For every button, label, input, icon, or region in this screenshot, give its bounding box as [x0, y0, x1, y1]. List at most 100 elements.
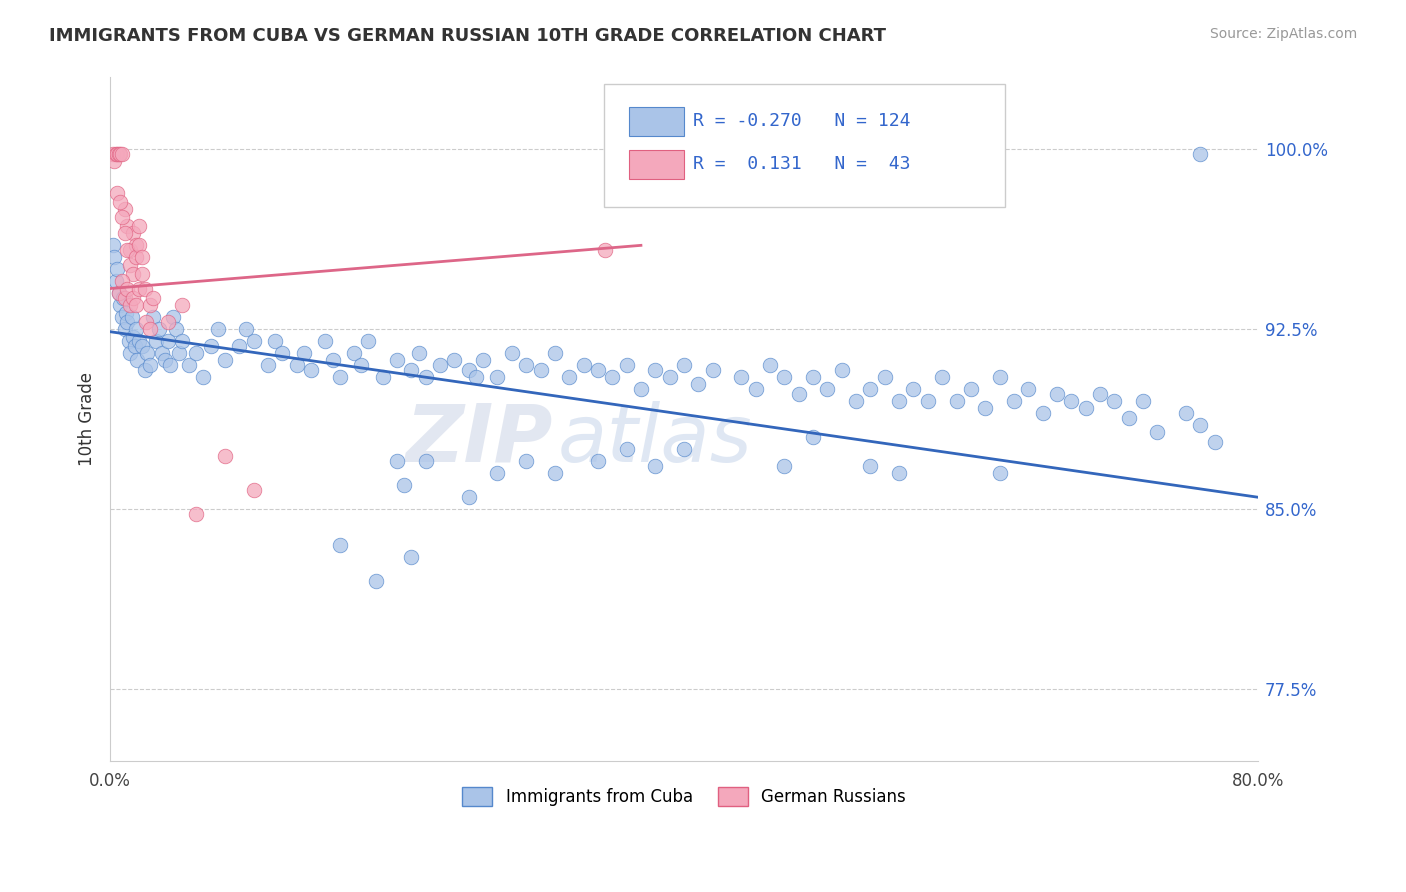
Point [329, 538, 352, 552]
Point [107, 147, 129, 161]
Point [165, 322, 187, 336]
Point [292, 346, 315, 360]
Point [170, 298, 193, 312]
Point [104, 274, 127, 288]
Point [1118, 411, 1140, 425]
Point [544, 467, 567, 481]
Point [264, 334, 287, 349]
Point [465, 370, 488, 384]
Point [357, 334, 380, 349]
Point [394, 478, 416, 492]
Point [193, 370, 215, 384]
Text: IMMIGRANTS FROM CUBA VS GERMAN RUSSIAN 10TH GRADE CORRELATION CHART: IMMIGRANTS FROM CUBA VS GERMAN RUSSIAN 1… [49, 27, 886, 45]
Point [457, 363, 479, 377]
Point [153, 353, 176, 368]
Point [558, 370, 581, 384]
Point [257, 359, 280, 373]
Point [486, 370, 509, 384]
Point [105, 262, 128, 277]
Point [135, 315, 157, 329]
Point [120, 243, 142, 257]
Point [105, 147, 128, 161]
Point [859, 458, 882, 473]
Point [120, 298, 142, 312]
Point [127, 353, 149, 368]
Point [125, 238, 148, 252]
Point [103, 154, 125, 169]
Point [118, 334, 141, 349]
Point [162, 310, 184, 325]
Point [1189, 418, 1212, 433]
Point [299, 363, 322, 377]
Point [486, 467, 509, 481]
Point [139, 322, 162, 336]
Point [112, 291, 135, 305]
Point [131, 251, 153, 265]
Point [200, 339, 222, 353]
Point [859, 382, 882, 396]
Point [873, 370, 896, 384]
Point [117, 315, 139, 329]
Point [139, 298, 162, 312]
Point [385, 454, 408, 468]
Point [128, 238, 150, 252]
Point [1146, 425, 1168, 440]
Point [371, 370, 394, 384]
Legend: Immigrants from Cuba, German Russians: Immigrants from Cuba, German Russians [454, 779, 914, 814]
Point [1074, 401, 1097, 416]
Point [672, 442, 695, 457]
Point [415, 454, 437, 468]
Point [139, 359, 162, 373]
Point [117, 243, 139, 257]
Point [586, 363, 609, 377]
Point [1104, 394, 1126, 409]
Text: ZIP: ZIP [405, 401, 553, 479]
Point [101, 238, 124, 252]
Point [974, 401, 997, 416]
Point [107, 286, 129, 301]
Point [501, 346, 523, 360]
Point [350, 359, 373, 373]
Point [120, 258, 142, 272]
Point [142, 291, 165, 305]
Point [131, 267, 153, 281]
Point [114, 322, 136, 336]
Point [125, 298, 148, 312]
Y-axis label: 10th Grade: 10th Grade [79, 372, 96, 467]
Point [630, 382, 652, 396]
Point [401, 363, 423, 377]
Point [121, 310, 143, 325]
Point [170, 334, 193, 349]
Point [150, 346, 173, 360]
Point [148, 322, 170, 336]
Point [544, 346, 567, 360]
Point [111, 147, 134, 161]
Point [889, 394, 911, 409]
Point [134, 281, 156, 295]
Text: R =  0.131   N =  43: R = 0.131 N = 43 [693, 155, 911, 173]
Point [186, 507, 208, 521]
Point [931, 370, 953, 384]
Point [415, 370, 437, 384]
Point [945, 394, 967, 409]
Point [1046, 387, 1069, 401]
Point [167, 346, 190, 360]
Point [125, 322, 148, 336]
Point [616, 442, 638, 457]
Point [600, 370, 623, 384]
Point [329, 370, 352, 384]
Point [242, 483, 264, 497]
Point [988, 370, 1011, 384]
Text: R = -0.270   N = 124: R = -0.270 N = 124 [693, 112, 911, 130]
Point [111, 210, 134, 224]
Point [145, 334, 167, 349]
Point [988, 467, 1011, 481]
Point [115, 305, 138, 319]
Point [472, 353, 495, 368]
Point [831, 363, 853, 377]
Point [136, 346, 159, 360]
Point [759, 359, 782, 373]
Point [242, 334, 264, 349]
Point [1189, 147, 1212, 161]
Point [644, 458, 666, 473]
